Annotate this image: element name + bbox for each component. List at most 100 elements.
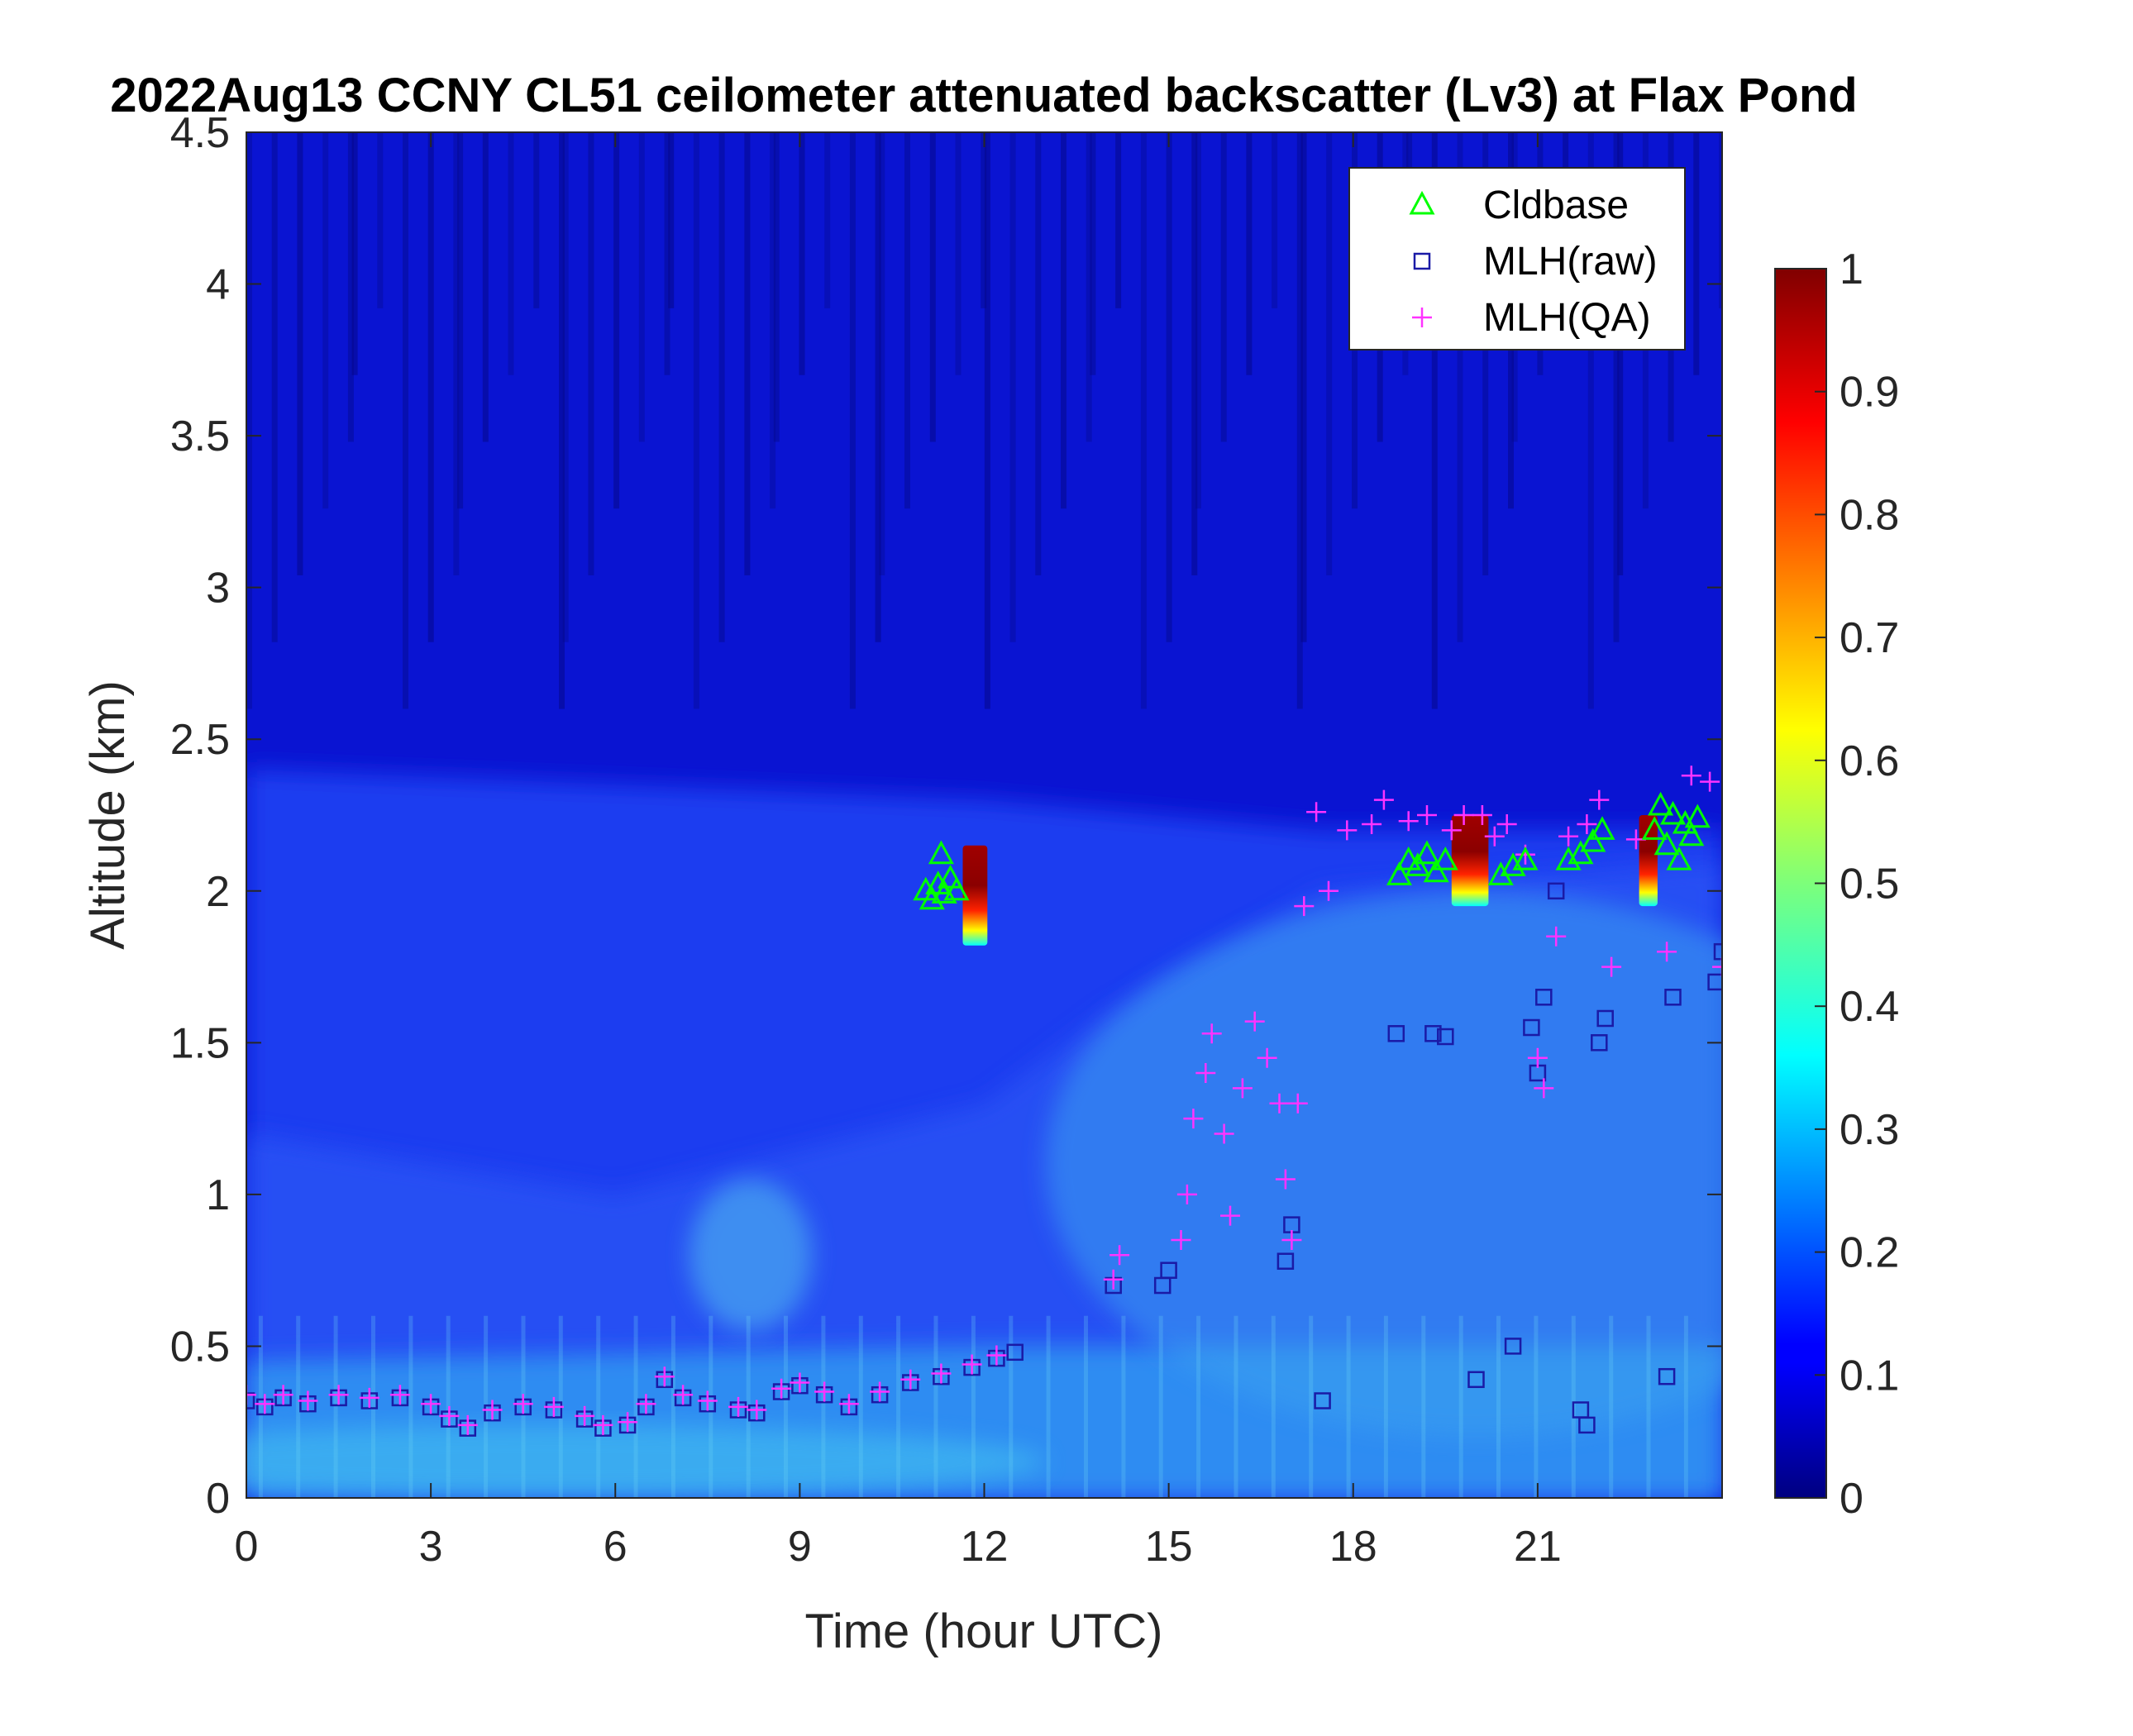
mlh-qa-marker [1319,880,1338,901]
cldbase-marker [919,885,945,910]
x-axis-label: Time (hour UTC) [805,1605,1163,1658]
surface-streak [1046,1315,1051,1498]
mlh-raw-marker [1160,1261,1177,1279]
mlh-qa-marker [1201,1023,1222,1044]
noise-streak [1457,132,1463,642]
noise-streak [770,132,776,509]
mlh-qa-marker [255,1394,275,1414]
colorbar-tick-label: 0.5 [1840,861,1899,909]
mlh-raw-marker [1535,989,1553,1006]
noise-streak [533,132,540,308]
y-tick-label: 0 [206,1475,230,1523]
surface-streak [933,1315,938,1498]
mlh-raw-marker [1276,1252,1295,1270]
mlh-raw-marker [1387,1025,1405,1042]
cldbase-marker [943,876,970,901]
near-surface-aerosol [246,1424,1046,1498]
mlh-qa-marker [421,1394,441,1414]
noise-streak [613,132,620,509]
noise-streak [693,132,699,709]
noise-streak [1300,132,1307,642]
surface-streak [784,1315,788,1498]
mlh-raw-marker [1664,989,1682,1006]
noise-streak [588,132,594,575]
noise-streak [1431,132,1438,709]
colorbar-tick-label: 0 [1840,1475,1863,1523]
noise-streak [875,132,881,642]
y-tick-label: 4 [206,261,230,309]
mlh-qa-marker [1453,805,1474,825]
surface-streak [1421,1315,1426,1498]
mlh-raw-marker [1578,1416,1596,1434]
mlh-qa-marker [298,1390,318,1411]
noise-streak [824,132,831,308]
afternoon-aerosol-layer [1046,890,1722,1438]
noise-streak [271,132,278,642]
mlh-qa-marker [697,1390,718,1411]
x-tick-label: 12 [961,1523,1009,1571]
mlh-raw-marker [1413,252,1431,270]
backscatter-field [246,132,1722,1498]
mlh-qa-marker [1373,789,1394,810]
mlh-qa-marker [1546,926,1567,947]
y-tick-label: 4.5 [170,109,230,157]
noise-streak [799,132,805,375]
legend-label: MLH(raw) [1483,240,1658,284]
noise-streak [1296,132,1303,709]
mlh-qa-marker [1257,1047,1277,1068]
mlh-qa-marker [1681,765,1701,786]
cldbase-marker [1641,816,1668,840]
mlh-qa-marker [1287,1093,1308,1114]
colorbar-tick-label: 0.6 [1840,737,1899,785]
mlh-qa-marker [1275,1169,1296,1190]
legend: Cldbase MLH(raw) MLH(QA) [1348,167,1686,351]
y-tick-label: 3.5 [170,413,230,460]
mlh-qa-marker [931,1363,952,1384]
y-axis-label: Altitude (km) [81,680,135,950]
mlh-qa-marker [1700,771,1720,792]
mlh-qa-marker [1294,896,1315,917]
cldbase-marker [1405,852,1431,876]
cldbase-marker [1423,858,1449,883]
noise-streak [427,132,434,642]
mlh-qa-marker [1214,1123,1234,1144]
mlh-qa-marker [1712,956,1722,977]
mlh-qa-marker [1183,1109,1204,1129]
noise-streak [773,132,780,442]
mlh-raw-marker [1713,942,1722,961]
noise-streak [1115,132,1122,308]
mlh-raw-marker [1467,1371,1485,1389]
mlh-qa-marker [1337,820,1358,841]
surface-streak [1271,1315,1276,1498]
mlh-qa-marker [1527,1047,1548,1068]
mlh-qa-marker [359,1387,379,1408]
noise-streak [1587,132,1594,709]
noise-streak [638,132,645,442]
mlh-qa-marker [575,1405,595,1426]
noise-streak [668,132,675,308]
noise-streak [322,132,329,509]
mlh-raw-marker [1658,1367,1676,1385]
noise-streak [508,132,514,375]
mlh-qa-marker [273,1385,293,1405]
noise-streak [984,132,990,709]
surface-streak [858,1315,863,1498]
cldbase-marker [1414,840,1440,865]
noise-streak [1272,132,1278,308]
noise-streak [377,132,384,308]
noise-streak [1035,132,1042,575]
mlh-qa-marker [771,1378,792,1399]
surface-streak [1009,1315,1014,1498]
noise-streak [1617,132,1624,575]
mlh-qa-marker [1244,1011,1265,1032]
cldbase-marker [1672,809,1698,834]
cldbase-marker [1648,791,1674,816]
x-tick-label: 21 [1514,1523,1562,1571]
markers [246,765,1722,1437]
surface-streak [1534,1315,1539,1498]
mlh-qa-marker [543,1396,564,1417]
mlh-qa-marker [482,1400,503,1420]
plot-area [246,132,1722,1498]
x-tick-label: 6 [604,1523,627,1571]
noise-streak [347,132,354,442]
